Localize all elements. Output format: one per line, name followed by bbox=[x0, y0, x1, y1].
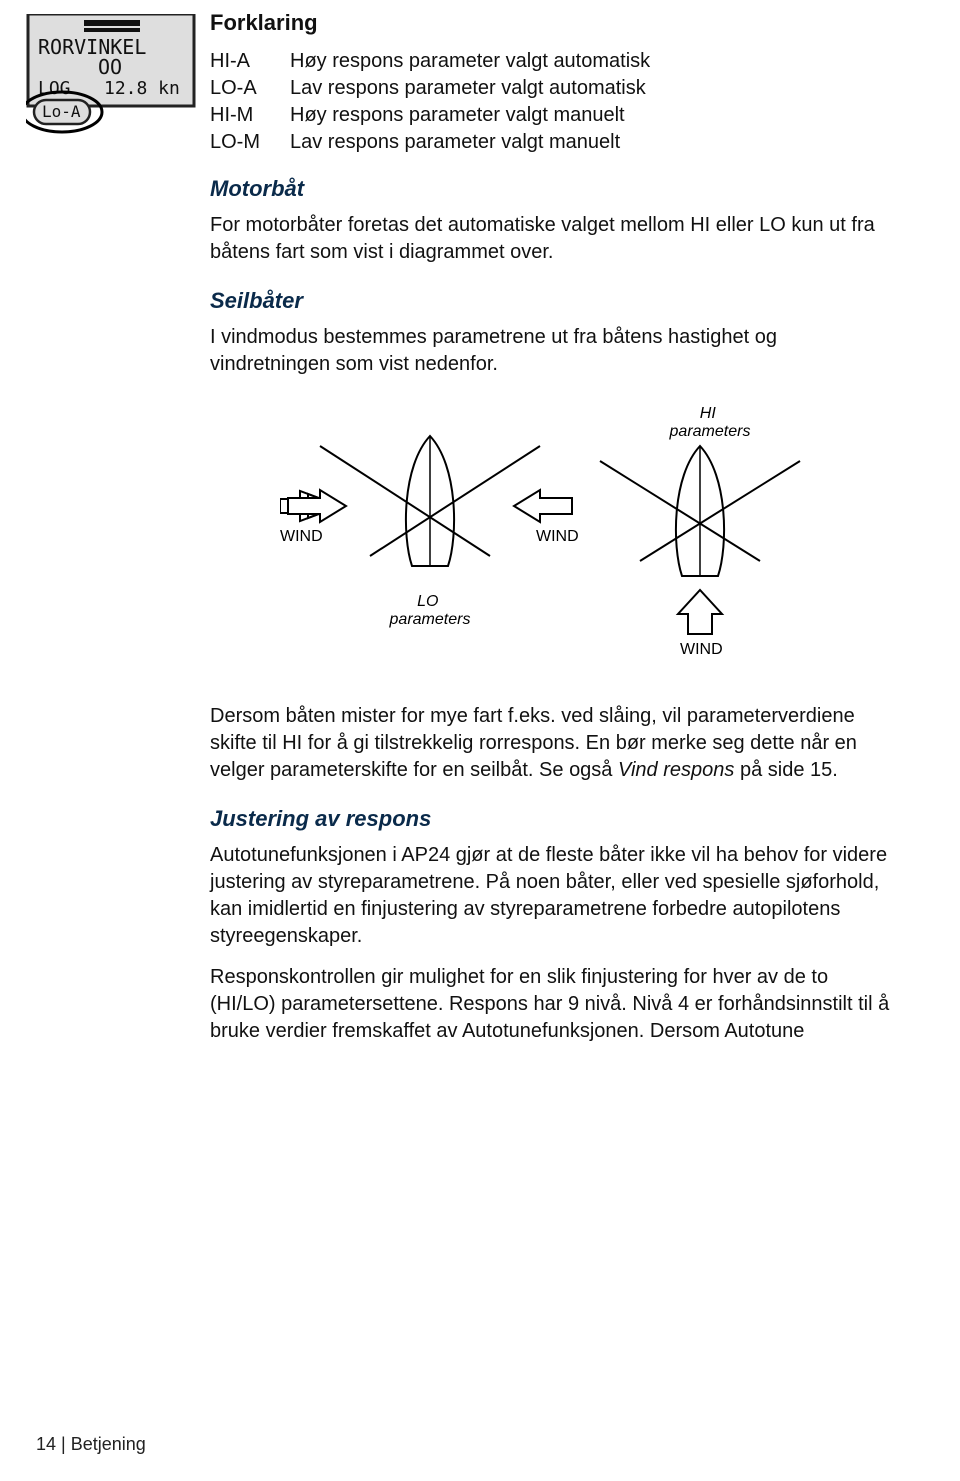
page-footer: 14 | Betjening bbox=[36, 1434, 146, 1455]
desc-cell: Lav respons parameter valgt manuelt bbox=[290, 131, 620, 154]
label-hi: HI parameters bbox=[669, 405, 751, 440]
paragraph-dersom-2: på side 15. bbox=[734, 759, 837, 781]
wind-arrow-bottom-icon bbox=[678, 590, 722, 634]
paragraph-motorbat: For motorbåter foretas det automatiske v… bbox=[210, 212, 890, 266]
paragraph-dersom: Dersom båten mister for mye fart f.eks. … bbox=[210, 703, 890, 784]
code-cell: HI-A bbox=[210, 50, 290, 73]
label-lo: LO parameters bbox=[389, 593, 471, 628]
wind-arrow-left-icon bbox=[280, 490, 346, 522]
label-wind-right: WIND bbox=[536, 528, 579, 545]
paragraph-just-1: Autotunefunksjonen i AP24 gjør at de fle… bbox=[210, 842, 890, 950]
subheading-seilbater: Seilbåter bbox=[210, 288, 890, 314]
table-row: LO-A Lav respons parameter valgt automat… bbox=[210, 77, 890, 100]
lcd-line2: OO bbox=[98, 55, 122, 79]
label-wind-bottom: WIND bbox=[680, 641, 723, 658]
paragraph-seilbater: I vindmodus bestemmes parametrene ut fra… bbox=[210, 324, 890, 378]
code-cell: LO-M bbox=[210, 131, 290, 154]
document-content: Forklaring HI-A Høy respons parameter va… bbox=[210, 10, 890, 1059]
code-table: HI-A Høy respons parameter valgt automat… bbox=[210, 50, 890, 154]
wind-arrow-right-icon bbox=[514, 490, 572, 522]
subheading-motorbat: Motorbåt bbox=[210, 176, 890, 202]
desc-cell: Lav respons parameter valgt automatisk bbox=[290, 77, 646, 100]
code-cell: LO-A bbox=[210, 77, 290, 100]
table-row: HI-A Høy respons parameter valgt automat… bbox=[210, 50, 890, 73]
label-wind-left: WIND bbox=[280, 528, 323, 545]
lcd-line3-right: 12.8 kn bbox=[104, 78, 180, 99]
wind-diagram: WIND WIND HI parameters bbox=[280, 396, 820, 681]
lcd-display: RORVINKEL OO LOG 12.8 kn Lo-A bbox=[26, 14, 196, 134]
code-cell: HI-M bbox=[210, 104, 290, 127]
lcd-badge: Lo-A bbox=[42, 102, 81, 121]
desc-cell: Høy respons parameter valgt automatisk bbox=[290, 50, 650, 73]
table-row: LO-M Lav respons parameter valgt manuelt bbox=[210, 131, 890, 154]
subheading-justering: Justering av respons bbox=[210, 806, 890, 832]
lcd-line1: RORVINKEL bbox=[38, 35, 146, 59]
heading-forklaring: Forklaring bbox=[210, 10, 890, 36]
desc-cell: Høy respons parameter valgt manuelt bbox=[290, 104, 625, 127]
paragraph-just-2: Responskontrollen gir mulighet for en sl… bbox=[210, 964, 890, 1045]
paragraph-dersom-vind: Vind respons bbox=[618, 759, 734, 781]
table-row: HI-M Høy respons parameter valgt manuelt bbox=[210, 104, 890, 127]
